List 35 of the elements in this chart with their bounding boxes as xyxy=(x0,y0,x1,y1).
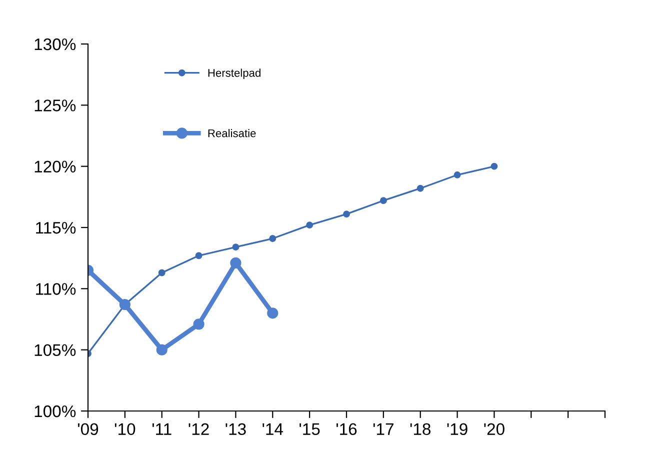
x-tick-label: '11 xyxy=(152,423,172,435)
point xyxy=(380,197,387,204)
point xyxy=(158,269,166,276)
point xyxy=(193,318,204,330)
y-tick-label: 130% xyxy=(34,38,76,50)
y-tick-label: 100% xyxy=(34,405,76,418)
x-tick-label: '20 xyxy=(484,423,504,436)
point xyxy=(490,162,498,170)
x-tick-label: '12 xyxy=(188,423,209,435)
x-tick-label: '16 xyxy=(336,423,357,436)
legend-label: Realisatie xyxy=(208,129,256,138)
legend-label: Herstelpad xyxy=(208,68,260,80)
point xyxy=(306,222,314,229)
y-tick-label: 105% xyxy=(34,344,76,356)
point xyxy=(195,252,202,260)
point xyxy=(269,235,276,242)
x-tick-label: '10 xyxy=(114,423,136,436)
point xyxy=(156,344,168,356)
x-tick-label: '13 xyxy=(226,423,246,436)
y-tick-label: 110% xyxy=(36,283,76,295)
x-tick-label: '14 xyxy=(262,423,284,435)
x-tick-label: '17 xyxy=(373,423,394,435)
point xyxy=(454,171,461,178)
point xyxy=(416,184,424,192)
point xyxy=(267,308,278,319)
x-tick-label: '19 xyxy=(447,423,468,436)
y-tick-label: 125% xyxy=(34,100,76,112)
x-tick-label: '15 xyxy=(300,423,320,436)
point xyxy=(343,210,350,218)
y-tick-label: 115% xyxy=(36,222,76,234)
x-tick-label: '18 xyxy=(410,423,430,436)
x-tick-label: '09 xyxy=(78,423,98,436)
point xyxy=(232,244,240,251)
y-tick-label: 120% xyxy=(34,160,76,173)
point xyxy=(230,257,242,269)
